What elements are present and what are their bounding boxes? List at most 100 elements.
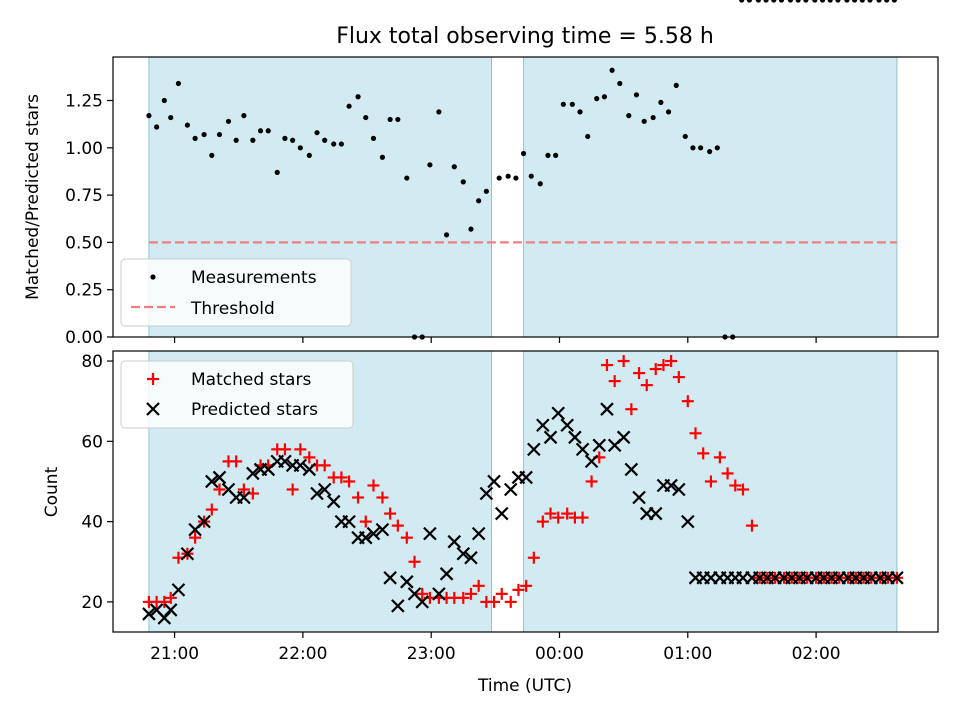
- measurement-point: [746, 0, 752, 3]
- measurement-point: [513, 175, 519, 181]
- measurement-point: [297, 145, 303, 151]
- predicted-star-point: [616, 430, 631, 445]
- measurement-point: [867, 0, 873, 3]
- matched-star-point: [536, 515, 549, 528]
- measurement-point: [633, 92, 640, 98]
- measurement-point: [233, 137, 239, 143]
- legend-predicted-label: Predicted stars: [191, 400, 318, 420]
- measurement-point: [379, 154, 386, 160]
- top-shaded-intervals: [148, 57, 898, 337]
- measurement-point: [528, 173, 534, 179]
- predicted-star-point: [246, 466, 260, 481]
- matched-star-point: [457, 591, 470, 604]
- predicted-star-point: [551, 406, 565, 420]
- measurement-point: [250, 137, 256, 143]
- measurement-point: [755, 0, 761, 3]
- matched-star-point: [237, 483, 250, 496]
- matched-star-point: [205, 503, 218, 516]
- measurement-point: [537, 181, 543, 187]
- measurement-point: [395, 116, 401, 123]
- measurement-point: [690, 145, 696, 151]
- predicted-star-point: [142, 607, 156, 621]
- measurement-point: [714, 145, 720, 151]
- bottom-legend: Matched stars Predicted stars: [120, 360, 354, 429]
- matched-star-point: [697, 447, 710, 460]
- measurement-point: [787, 0, 794, 3]
- predicted-star-point: [212, 470, 227, 485]
- measurement-point: [338, 141, 344, 147]
- matched-star-point: [527, 551, 540, 564]
- predicted-star-point: [415, 595, 429, 609]
- bottom-axes-frame: [112, 350, 939, 633]
- matched-star-point: [657, 359, 670, 372]
- matched-star-point: [672, 371, 685, 384]
- matched-star-point: [286, 483, 299, 496]
- predicted-star-point: [278, 454, 292, 469]
- top-legend-box: [120, 258, 352, 327]
- measurement-point: [355, 94, 361, 100]
- y-tick-label: 0.00: [65, 328, 103, 348]
- measurement-point: [201, 131, 207, 138]
- predicted-star-point: [648, 506, 663, 521]
- y-tick-label: 40: [81, 513, 103, 533]
- matched-star-point: [367, 479, 380, 492]
- matched-star-point: [278, 443, 291, 456]
- matched-star-point: [745, 519, 758, 532]
- measurement-point: [483, 188, 489, 194]
- measurement-point: [844, 0, 850, 3]
- matched-star-point: [472, 579, 485, 592]
- measurement-point: [891, 0, 897, 3]
- matched-star-point: [343, 475, 356, 488]
- matched-star-point: [649, 363, 662, 376]
- measurement-point: [468, 226, 474, 232]
- measurement-point: [819, 0, 826, 3]
- measurement-point: [859, 0, 865, 3]
- measurements-series: [146, 0, 897, 340]
- predicted-star-point: [366, 526, 381, 541]
- top-axes-frame: [112, 56, 939, 338]
- matched-star-point: [681, 395, 694, 408]
- measurement-point: [436, 109, 442, 115]
- measurement-point: [658, 99, 664, 106]
- matched-star-point: [512, 583, 525, 596]
- measurement-point: [795, 0, 801, 3]
- shaded-interval: [523, 57, 897, 337]
- predicted-star-point: [672, 482, 686, 497]
- matched-star-point: [400, 531, 413, 544]
- measurement-point: [707, 148, 713, 155]
- predicted-star-point: [423, 526, 437, 541]
- measurement-point: [451, 164, 457, 170]
- predicted-star-point: [664, 478, 678, 493]
- matched-star-point: [585, 475, 598, 488]
- matched-star-point: [359, 515, 372, 528]
- predicted-star-point: [568, 430, 582, 445]
- measurement-point: [370, 135, 377, 141]
- predicted-star-point: [536, 418, 550, 433]
- legend-measurements-marker: [150, 274, 156, 280]
- measurement-point: [290, 137, 296, 143]
- matched-star-point: [230, 455, 243, 468]
- predicted-star-point: [432, 587, 446, 601]
- measurement-point: [209, 152, 215, 158]
- predicted-star-point: [310, 486, 324, 501]
- predicted-star-point: [519, 470, 533, 485]
- predicted-star-point: [584, 454, 599, 469]
- legend-matched-marker: [147, 373, 159, 385]
- x-tick-label: 02:00: [792, 644, 841, 664]
- bottom-legend-box: [120, 360, 354, 429]
- predicted-star-point: [342, 514, 356, 529]
- bottom-y-ticks: 20 40 60 80: [81, 352, 113, 613]
- predicted-star-point: [358, 530, 373, 545]
- matched-star-point: [464, 587, 477, 600]
- measurement-point: [443, 232, 450, 238]
- measurement-point: [553, 152, 559, 158]
- measurement-point: [161, 97, 167, 104]
- matched-star-point: [391, 519, 404, 532]
- legend-predicted-marker: [146, 402, 160, 416]
- y-tick-label: 60: [81, 432, 103, 452]
- matched-star-point: [729, 479, 742, 492]
- predicted-stars-series: [142, 402, 904, 625]
- x-tick-label: 21:00: [150, 644, 199, 664]
- top-panel: 0.00 0.25 0.50 0.75 1.00 1.25 Matched/Predict…: [23, 0, 939, 348]
- predicted-star-point: [157, 611, 172, 625]
